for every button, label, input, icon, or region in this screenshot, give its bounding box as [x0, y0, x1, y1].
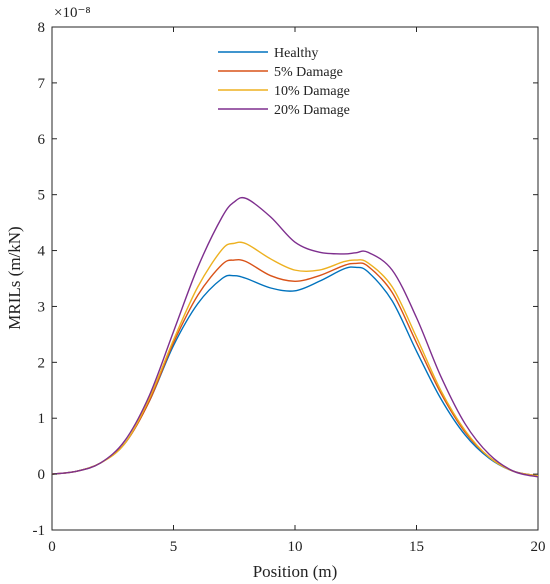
plot-area	[51, 26, 539, 531]
series-line-3	[51, 241, 539, 477]
x-tick-label: 5	[170, 539, 178, 555]
y-axis-label: MRILs (m/kN)	[5, 226, 24, 329]
series-line-2	[51, 258, 539, 477]
x-tick-label: 20	[531, 539, 546, 555]
y-tick-label: 0	[38, 467, 46, 483]
y-tick-label: 1	[38, 411, 46, 427]
legend-label-1: Healthy	[274, 46, 318, 61]
legend-label-3: 10% Damage	[274, 84, 350, 99]
y-tick-label: 8	[38, 20, 46, 36]
legend: Healthy 5% Damage 10% Damage 20% Damage	[218, 46, 350, 118]
x-tick-label: 15	[409, 539, 424, 555]
x-tick-label: 10	[288, 539, 303, 555]
x-tick-label: 0	[48, 539, 56, 555]
x-axis-label: Position (m)	[253, 562, 338, 581]
series-layer	[51, 196, 539, 478]
y-tick-label: 7	[38, 76, 46, 92]
legend-label-2: 5% Damage	[274, 65, 343, 80]
y-tick-label: 2	[38, 355, 46, 371]
y-tick-label: 4	[38, 244, 46, 260]
y-tick-label: -1	[33, 523, 46, 539]
legend-label-4: 20% Damage	[274, 103, 350, 118]
y-tick-label: 5	[38, 188, 46, 204]
y-axis-exponent-label: ×10⁻⁸	[54, 5, 91, 21]
series-line-4	[51, 196, 539, 478]
y-tick-label: 6	[38, 132, 46, 148]
y-tick-label: 3	[38, 299, 46, 315]
